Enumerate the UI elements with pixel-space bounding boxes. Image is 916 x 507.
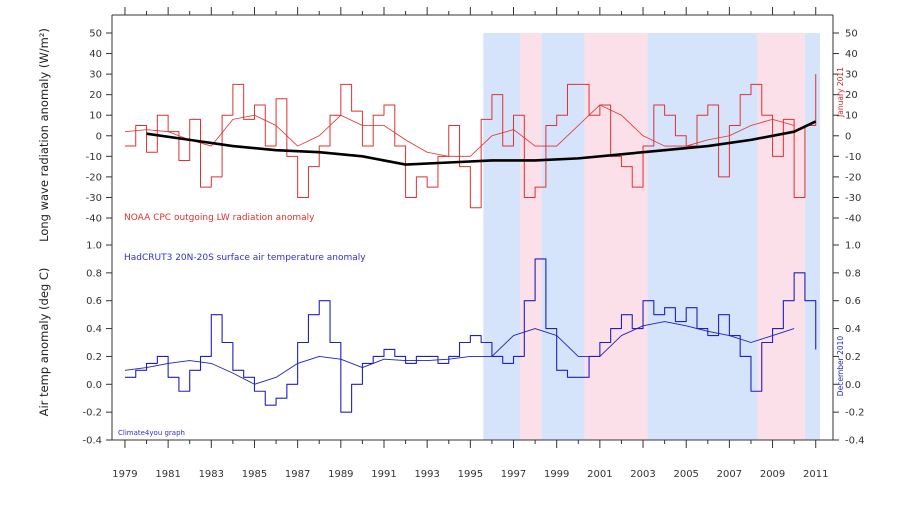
top-y-axis-label: Long wave radiation anomaly (W/m²): [37, 28, 51, 242]
y-tick-label-right: -30: [845, 193, 861, 204]
bottom-panel-series: [124, 258, 817, 413]
temp-running-mean-line: [124, 321, 795, 385]
x-tick-label-1989: 1989: [328, 469, 353, 480]
y-tick-label-right: 0.2: [845, 352, 861, 363]
y-tick-label-left: -0.2: [82, 408, 102, 419]
y-tick-label-right: 0: [845, 131, 851, 142]
x-tick-label-1979: 1979: [112, 469, 137, 480]
top-panel-series: [124, 74, 817, 209]
x-tick-label-1995: 1995: [458, 469, 483, 480]
y-tick-label-left: -30: [86, 193, 102, 204]
y-tick-label-left: 0.0: [86, 380, 102, 391]
y-tick-label-right: -10: [845, 152, 861, 163]
x-tick-label-2003: 2003: [630, 469, 655, 480]
shade-band-2: [541, 33, 585, 440]
x-tick-label-1983: 1983: [199, 469, 224, 480]
x-tick-label-2001: 2001: [587, 469, 612, 480]
olr-trend-line: [146, 120, 817, 166]
shade-band-5: [757, 33, 805, 440]
x-tick-label-1981: 1981: [155, 469, 180, 480]
y-tick-label-left: 20: [89, 90, 102, 101]
shade-band-0: [483, 33, 520, 440]
y-tick-label-right: 40: [845, 49, 858, 60]
x-tick-label-2009: 2009: [760, 469, 785, 480]
y-tick-label-right: 0.0: [845, 380, 861, 391]
y-tick-label-right: 50: [845, 29, 858, 40]
axes: 1979 1981 1983 1985 1987 1989 1991 1993 1995 1997…: [82, 7, 865, 480]
temp-monthly-line: [124, 258, 817, 413]
y-tick-label-right: -0.2: [845, 408, 865, 419]
y-tick-label-left: 30: [89, 70, 102, 81]
olr-running-mean-line: [124, 104, 795, 157]
y-tick-label-right: 0.8: [845, 268, 861, 279]
y-tick-label-left: 0.8: [86, 268, 102, 279]
y-tick-label-right: 20: [845, 90, 858, 101]
top-end-label: January 2011: [836, 67, 845, 118]
y-tick-label-left: 40: [89, 49, 102, 60]
y-tick-label-right: 0.6: [845, 296, 861, 307]
y-tick-label-right: 10: [845, 111, 858, 122]
y-tick-label-right: -20: [845, 172, 861, 183]
x-tick-label-1997: 1997: [501, 469, 526, 480]
x-tick-label-1985: 1985: [242, 469, 267, 480]
bottom-series-annotation: HadCRUT3 20N-20S surface air temperature…: [124, 253, 366, 263]
credit-label: Climate4you graph: [118, 429, 185, 437]
y-tick-label-left: -20: [86, 172, 102, 183]
shade-band-6: [804, 33, 821, 440]
olr-monthly-line: [124, 74, 817, 209]
x-tick-label-2005: 2005: [673, 469, 698, 480]
y-tick-label-left: 0.2: [86, 352, 102, 363]
y-tick-label-right: 0.4: [845, 324, 861, 335]
x-tick-label-2011: 2011: [803, 469, 828, 480]
phase-shading: [483, 33, 821, 440]
y-tick-label-right: 1.0: [845, 241, 861, 252]
x-tick-label-2007: 2007: [717, 469, 742, 480]
y-tick-label-right: -40: [845, 214, 861, 225]
y-tick-label-left: 10: [89, 111, 102, 122]
bottom-y-axis-label: Air temp anomaly (deg C): [37, 268, 51, 417]
y-tick-label-left: -10: [86, 152, 102, 163]
top-series-annotation: NOAA CPC outgoing LW radiation anomaly: [124, 213, 315, 223]
y-tick-label-left: -0.4: [82, 436, 102, 447]
y-tick-label-left: -40: [86, 214, 102, 225]
y-tick-label-left: 50: [89, 29, 102, 40]
shade-band-1: [519, 33, 542, 440]
y-tick-label-left: 0.4: [86, 324, 102, 335]
y-tick-label-right: -0.4: [845, 436, 865, 447]
x-tick-label-1993: 1993: [414, 469, 439, 480]
y-tick-label-left: 0.6: [86, 296, 102, 307]
x-tick-label-1987: 1987: [285, 469, 310, 480]
shade-band-3: [584, 33, 648, 440]
y-tick-label-left: 0: [96, 131, 102, 142]
y-tick-label-right: 30: [845, 70, 858, 81]
y-tick-label-left: 1.0: [86, 241, 102, 252]
shade-band-4: [647, 33, 758, 440]
x-tick-label-1991: 1991: [371, 469, 396, 480]
x-tick-label-1999: 1999: [544, 469, 569, 480]
bottom-end-label: December 2010: [836, 336, 845, 397]
